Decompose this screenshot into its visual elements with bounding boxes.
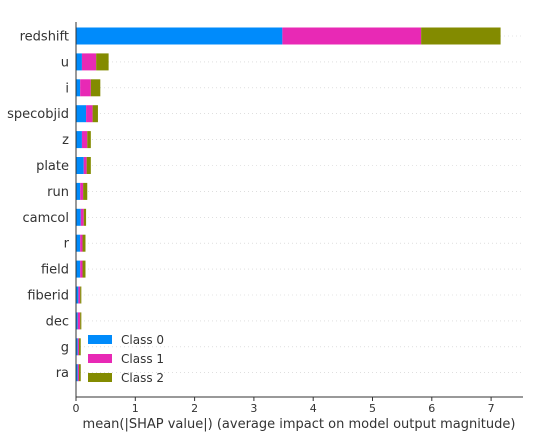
bar-field-class-2: [82, 260, 86, 278]
bar-run-class-2: [83, 182, 88, 200]
bar-dec-class-1: [77, 312, 81, 330]
bar-fiberid-class-0: [76, 286, 79, 304]
feature-label-r: r: [64, 237, 70, 252]
feature-label-u: u: [61, 55, 69, 70]
bar-plate-class-1: [83, 157, 87, 174]
feature-label-run: run: [47, 185, 69, 200]
feature-label-redshift: redshift: [20, 30, 69, 45]
bar-field-class-1: [80, 260, 83, 278]
legend: Class 0 Class 1 Class 2: [88, 333, 164, 385]
feature-label-camcol: camcol: [23, 211, 70, 226]
x-tick-label-6: 6: [428, 402, 435, 415]
bar-u-class-2: [96, 53, 109, 71]
feature-label-dec: dec: [46, 314, 69, 329]
x-tick-label-5: 5: [369, 402, 376, 415]
bar-run-class-0: [76, 182, 81, 200]
legend-label-class-1: Class 1: [121, 352, 164, 366]
legend-swatch-class-1: [88, 354, 112, 363]
feature-label-ra: ra: [56, 366, 69, 381]
bar-redshift-class-0: [76, 27, 283, 45]
legend-swatch-class-0: [88, 335, 112, 344]
bar-camcol-class-1: [80, 208, 84, 226]
bar-specobjid-class-2: [92, 105, 98, 123]
bar-fiberid-class-2: [80, 286, 82, 304]
bar-g-class-0: [76, 338, 78, 356]
bar-u-class-1: [81, 53, 97, 71]
legend-label-class-2: Class 2: [121, 371, 164, 385]
x-tick-label-0: 0: [73, 402, 80, 415]
bar-redshift-class-2: [421, 27, 501, 45]
bar-dec-class-2: [80, 312, 82, 330]
feature-label-g: g: [61, 340, 69, 355]
bar-redshift-class-1: [282, 27, 422, 45]
feature-label-plate: plate: [36, 159, 69, 174]
legend-swatch-class-2: [88, 373, 112, 382]
feature-label-fiberid: fiberid: [27, 289, 69, 304]
x-tick-label-4: 4: [310, 402, 317, 415]
legend-label-class-0: Class 0: [121, 333, 164, 347]
bar-i-class-0: [76, 79, 81, 97]
bar-r-class-0: [76, 234, 81, 252]
x-tick-label-2: 2: [191, 402, 198, 415]
bar-g-class-2: [78, 338, 81, 356]
bar-i-class-2: [90, 79, 101, 97]
bar-g-class-1: [77, 338, 79, 356]
bar-run-class-1: [80, 182, 84, 200]
bar-specobjid-class-1: [86, 105, 93, 123]
bar-z-class-2: [87, 131, 91, 149]
feature-label-z: z: [62, 133, 69, 148]
bars: [76, 27, 501, 382]
x-axis-label: mean(|SHAP value|) (average impact on mo…: [83, 417, 516, 432]
x-ticks: 0 1 2 3 4 5 6 7: [73, 397, 495, 415]
bar-z-class-1: [81, 131, 88, 149]
x-tick-label-1: 1: [132, 402, 139, 415]
bar-ra-class-2: [78, 364, 81, 382]
bar-r-class-2: [82, 234, 86, 252]
feature-label-specobjid: specobjid: [7, 107, 69, 122]
x-tick-label-7: 7: [488, 402, 495, 415]
bar-plate-class-0: [76, 157, 84, 174]
bar-fiberid-class-1: [78, 286, 81, 304]
feature-label-i: i: [65, 81, 69, 96]
x-axis: 0 1 2 3 4 5 6 7 mean(|SHAP value|) (average imp…: [73, 396, 523, 432]
bar-r-class-1: [80, 234, 83, 252]
bar-ra-class-1: [77, 364, 79, 382]
feature-label-field: field: [41, 263, 69, 278]
bar-camcol-class-2: [83, 208, 87, 226]
bar-z-class-0: [76, 131, 82, 149]
bar-specobjid-class-0: [76, 105, 87, 123]
bar-plate-class-2: [86, 157, 91, 174]
bar-u-class-0: [76, 53, 82, 71]
x-tick-label-3: 3: [250, 402, 257, 415]
bar-camcol-class-0: [76, 208, 81, 226]
row-guides: [76, 35, 523, 374]
bar-i-class-1: [80, 79, 91, 97]
bar-field-class-0: [76, 260, 81, 278]
feature-labels: redshift ui specobjid z plate run camcol r field…: [7, 30, 70, 382]
bar-ra-class-0: [76, 364, 78, 382]
bar-dec-class-0: [76, 312, 78, 330]
